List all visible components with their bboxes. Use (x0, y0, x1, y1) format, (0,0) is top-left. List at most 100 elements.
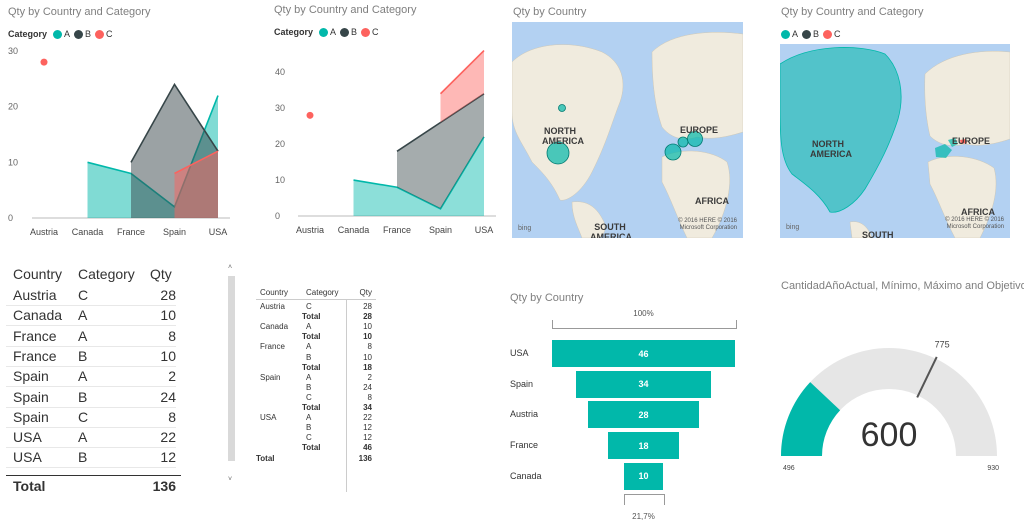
map1[interactable]: NORTH AMERICA EUROPE AFRICA SOUTH AMERIC… (512, 22, 743, 238)
table-row[interactable]: Canada A 10 (6, 305, 176, 327)
matrix-subtotal-value: 34 (363, 403, 372, 412)
scroll-down-icon[interactable]: ˅ (228, 476, 233, 483)
matrix-category: C (306, 302, 312, 311)
funnel-bar[interactable]: 28 (587, 401, 700, 429)
legend-title: Category (274, 27, 314, 37)
matrix-qty: 24 (363, 382, 372, 392)
legend-item-c[interactable]: C (361, 27, 379, 37)
matrix-qty: 28 (363, 302, 372, 311)
funnel-bar[interactable]: 10 (623, 462, 664, 490)
matrix-qty: 8 (367, 342, 372, 352)
data-table[interactable]: Country Category Qty Austria C 28 Canada A 10… (6, 264, 236, 504)
cell-qty: 10 (160, 347, 176, 364)
matrix-subtotal-value: 10 (363, 332, 372, 342)
bing-logo: bing (518, 225, 532, 232)
map2[interactable]: NORTH AMERICA EUROPE AFRICA SOUTH bing ©… (780, 44, 1010, 238)
map-copyright: © 2016 HERE © 2016 Microsoft Corporation (945, 217, 1004, 231)
cell-country: USA (13, 449, 42, 466)
map2-legend[interactable]: A B C (781, 29, 845, 39)
line-c (174, 150, 219, 175)
legend-dot-b (74, 29, 84, 39)
total-divider (6, 475, 181, 476)
chart2-legend[interactable]: Category A B C (274, 27, 383, 37)
france-shape[interactable] (948, 138, 958, 147)
table-scrollbar[interactable]: ˄ ˅ (228, 264, 235, 488)
chart1-legend[interactable]: Category A B C (8, 29, 117, 39)
legend-item-a[interactable]: A (319, 27, 336, 37)
bubble-usa[interactable] (546, 141, 570, 165)
legend-item-b[interactable]: B (340, 27, 357, 37)
matrix-qty: 12 (363, 433, 372, 443)
funnel-bar[interactable]: 18 (607, 432, 680, 460)
legend-label-a: A (792, 29, 799, 39)
matrix-header-qty: Qty (359, 288, 372, 297)
bubble-france[interactable] (677, 136, 689, 148)
table-row[interactable]: France B 10 (6, 346, 176, 367)
map2-land (780, 47, 1010, 238)
matrix-header-divider (256, 299, 376, 300)
col-header-qty[interactable]: Qty (150, 266, 172, 282)
funnel-category-label: Canada (510, 470, 542, 481)
legend-item-a[interactable]: A (781, 29, 798, 39)
matrix-qty: 10 (363, 322, 372, 332)
legend-item-b[interactable]: B (74, 29, 91, 39)
cell-country: Canada (13, 307, 63, 324)
map-copyright: © 2016 HERE © 2016 Microsoft Corporation (678, 218, 737, 232)
x-tick-label: USA (475, 225, 494, 235)
legend-dot-a (319, 27, 329, 37)
table-row[interactable]: Austria C 28 (6, 285, 176, 306)
table-row[interactable]: Spain B 24 (6, 387, 176, 408)
table-row[interactable]: Spain A 2 (6, 366, 176, 388)
matrix-qty: 10 (363, 352, 372, 362)
cell-category: A (78, 327, 88, 344)
cell-qty: 12 (160, 449, 176, 466)
table-row[interactable]: Spain C 8 (6, 407, 176, 428)
cell-qty: 24 (160, 388, 176, 405)
cell-category: B (78, 347, 88, 364)
matrix-qty: 2 (367, 372, 372, 382)
y-tick-label: 10 (275, 175, 285, 185)
chart1-plot[interactable]: 0 10 20 30 Austria Canada France Spain USA (0, 40, 250, 245)
legend-item-a[interactable]: A (53, 29, 70, 39)
copyright-line-1: © 2016 HERE © 2016 (945, 217, 1004, 223)
bubble-canada[interactable] (558, 104, 566, 112)
funnel-bar[interactable]: 34 (575, 370, 712, 398)
funnel-chart[interactable]: 100% 21,7% 46 USA 34 Spain 28 Austria 18 France… (505, 304, 745, 523)
matrix-grand-total-label: Total (256, 453, 275, 463)
gauge-target-label: 775 (935, 340, 950, 350)
data-point-c (40, 58, 48, 66)
funnel-bar[interactable]: 46 (552, 340, 735, 367)
gauge-chart[interactable]: 775 600 496 930 (770, 330, 1010, 480)
bing-logo: bing (786, 224, 800, 231)
table-row[interactable]: USA A 22 (6, 427, 176, 449)
matrix-category: B (306, 423, 312, 433)
x-tick-label: France (117, 227, 145, 237)
y-tick-label: 40 (275, 67, 285, 77)
chart2-plot[interactable]: 0 10 20 30 40 Austria Canada France Spain USA (266, 40, 506, 240)
legend-item-c[interactable]: C (95, 29, 113, 39)
matrix-category: C (306, 433, 312, 443)
spain-shape[interactable] (935, 144, 952, 158)
bubble-austria[interactable] (687, 131, 703, 147)
legend-item-c[interactable]: C (823, 29, 841, 39)
funnel-category-label: USA (510, 348, 529, 358)
bubble-spain[interactable] (664, 143, 682, 161)
gauge-fill (781, 382, 841, 456)
scrollbar-thumb[interactable] (228, 276, 235, 461)
col-header-country[interactable]: Country (13, 266, 63, 282)
matrix-category: A (306, 372, 312, 382)
y-tick-label: 30 (275, 103, 285, 113)
matrix-subtotal-label: Total (302, 332, 321, 342)
matrix-header-country: Country (260, 288, 289, 297)
area-a (353, 136, 484, 216)
matrix-category: B (306, 382, 312, 392)
matrix-column-divider (346, 300, 347, 492)
legend-item-b[interactable]: B (802, 29, 819, 39)
austria-shape[interactable] (960, 139, 967, 144)
table-row[interactable]: France A 8 (6, 326, 176, 347)
table-row[interactable]: USA B 12 (6, 447, 176, 469)
col-header-category[interactable]: Category (78, 266, 135, 282)
scroll-up-icon[interactable]: ˄ (228, 264, 233, 271)
legend-dot-a (781, 29, 790, 39)
matrix-table[interactable]: Country Category Qty Austria C 28 Total 28 Canad… (256, 288, 376, 508)
